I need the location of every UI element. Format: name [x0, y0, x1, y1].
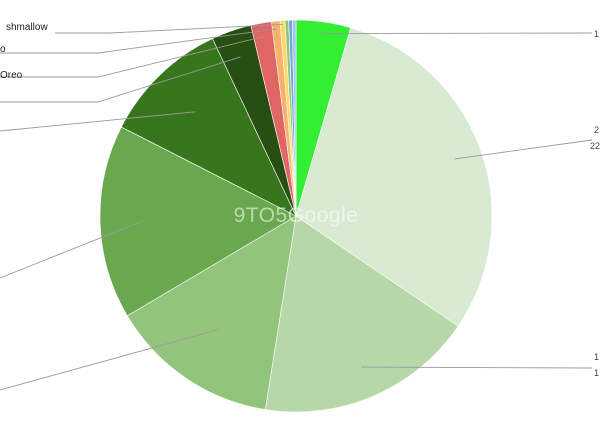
leader-left-7	[0, 36, 264, 78]
pie-slice-2	[264, 215, 459, 413]
leader-lines	[0, 23, 593, 391]
pie-slice-5	[120, 38, 297, 217]
pie-slice-1	[295, 27, 493, 327]
left-labels: shmallow o Oreo	[0, 22, 48, 81]
leader-left-5	[0, 111, 196, 132]
right-label-2: 2	[594, 125, 599, 135]
pie-slice-4	[99, 126, 297, 317]
right-label-1: 1	[594, 29, 599, 39]
leader-right-0	[321, 32, 593, 35]
leader-left-8	[0, 28, 277, 54]
leader-left-3	[0, 329, 220, 391]
pie-slices	[99, 19, 493, 413]
label-marshmallow: shmallow	[6, 22, 48, 33]
leader-left-4	[0, 220, 144, 279]
leader-right-2	[361, 366, 593, 369]
label-lollipop: o	[0, 44, 6, 55]
right-label-5: 1	[594, 368, 599, 378]
right-label-4: 1	[594, 352, 599, 362]
right-label-3: 22	[590, 141, 600, 151]
pie-slice-3	[126, 215, 297, 410]
watermark: 9TO5Google	[234, 204, 359, 227]
leader-right-1	[454, 139, 593, 160]
label-oreo: Oreo	[0, 70, 23, 81]
right-labels: 1 2 22 1 1	[590, 29, 600, 378]
leader-left-6	[0, 56, 241, 103]
leader-left-9	[55, 23, 283, 34]
pie-slice-12	[292, 19, 297, 217]
